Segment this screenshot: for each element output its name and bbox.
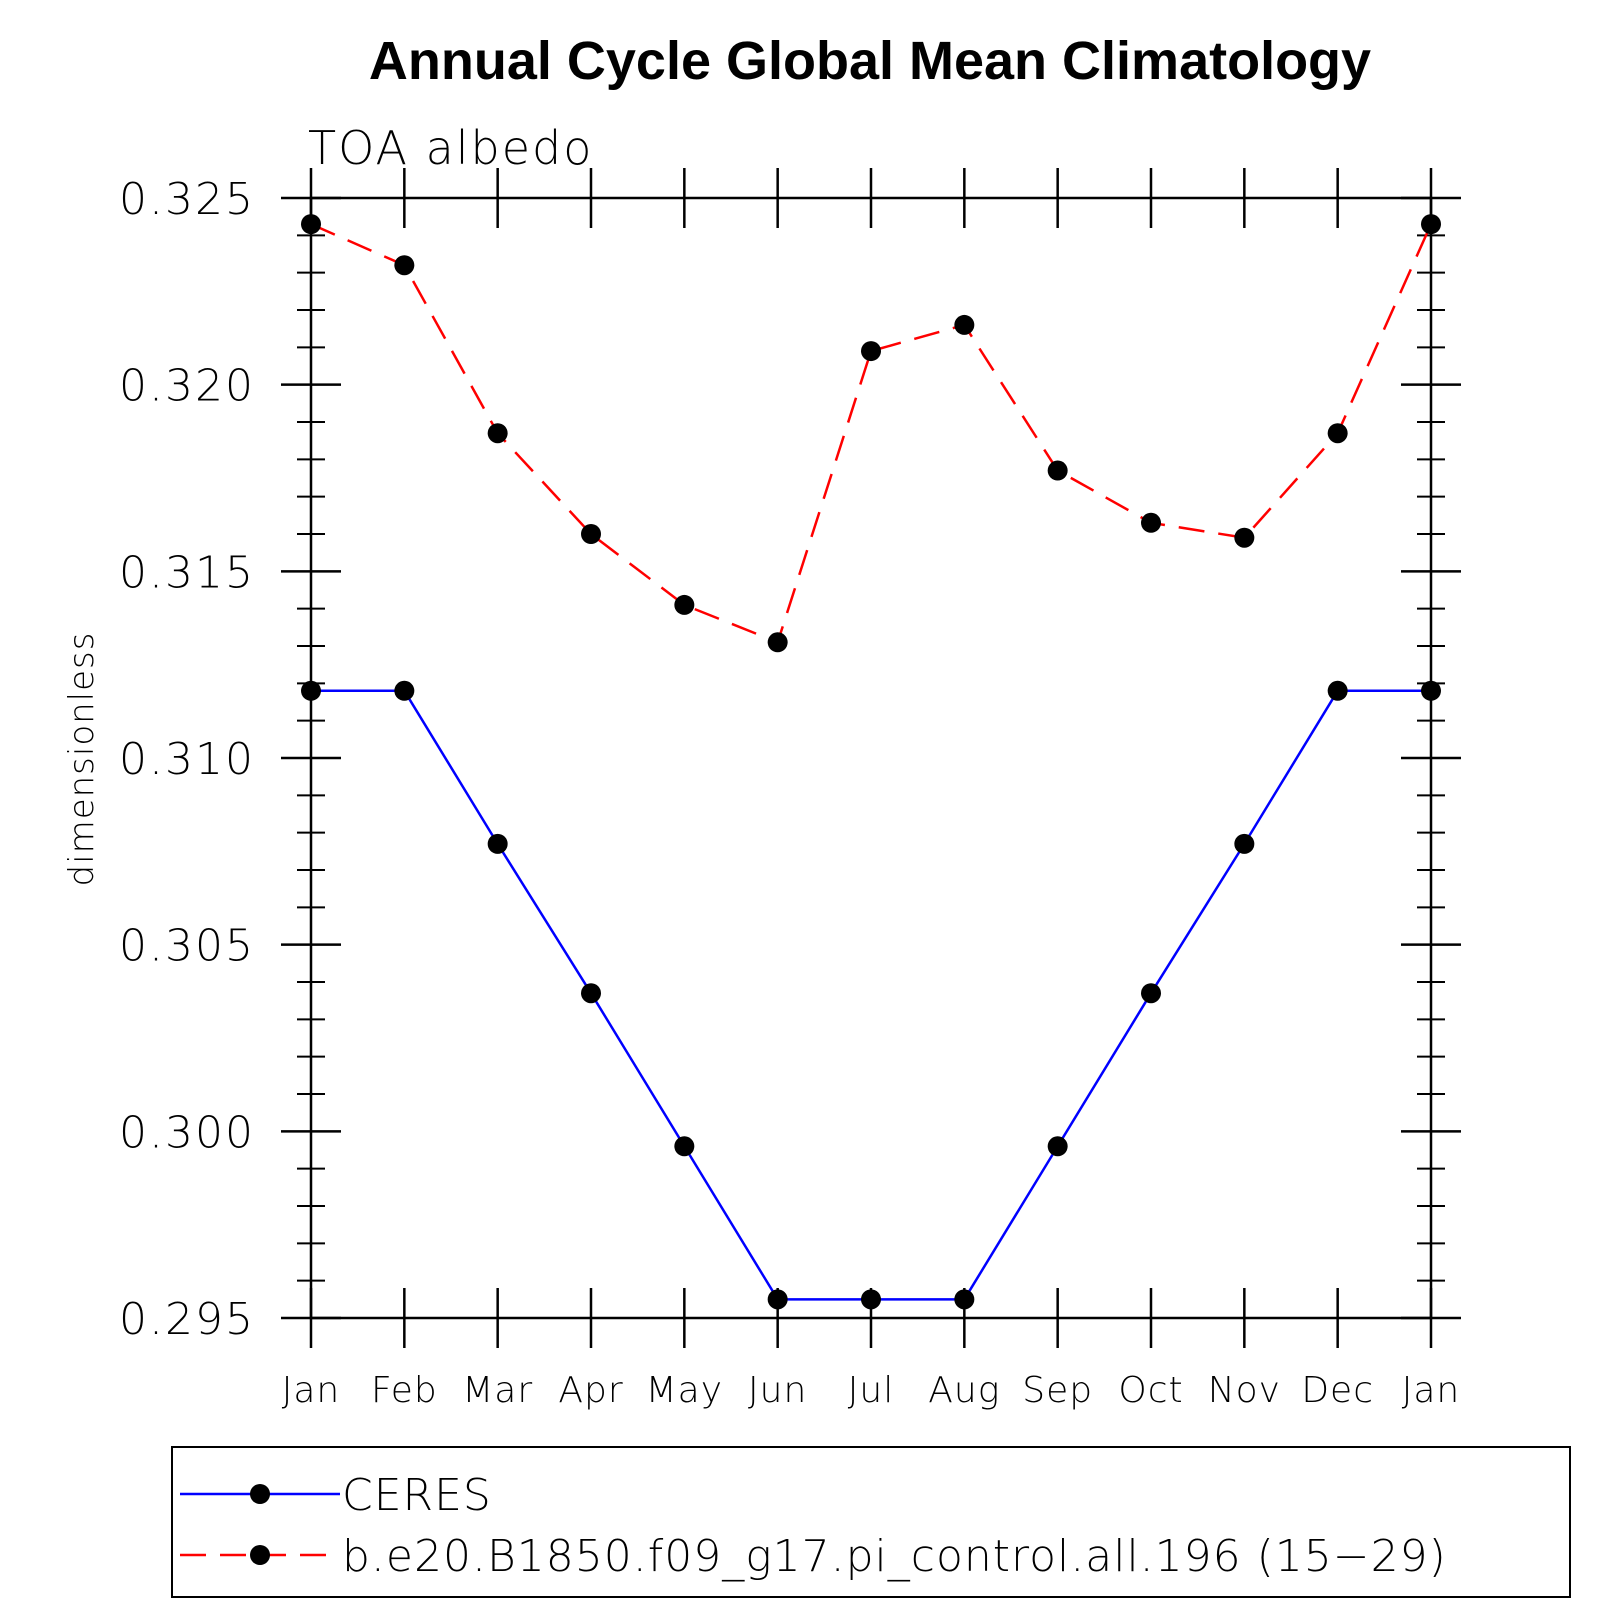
series-0-point — [861, 1289, 881, 1310]
legend-marker-1 — [250, 1545, 270, 1565]
series-0-point — [674, 1136, 695, 1157]
legend-marker-0 — [250, 1484, 270, 1504]
series-1-point — [581, 524, 601, 544]
x-tick-label: Dec — [1301, 1370, 1374, 1411]
x-tick-label: Nov — [1208, 1370, 1281, 1411]
x-tick-label: Jun — [748, 1370, 807, 1411]
series-layer — [301, 214, 1441, 1310]
x-tick-label: Mar — [462, 1370, 533, 1411]
legend-label-1: b.e20.B1850.f09_g17.pi_control.all.196 (… — [342, 1531, 1447, 1582]
y-tick-label: 0.305 — [119, 921, 255, 972]
x-tick-label: Jan — [282, 1370, 341, 1411]
series-0-point — [1141, 983, 1161, 1004]
series-1-point — [674, 594, 695, 615]
x-tick-labels: Jan Feb Mar Apr May Jun Jul Aug Sep Oct Nov Dec Jan — [282, 1370, 1461, 1411]
plot-frame — [309, 196, 1433, 1320]
y-tick-label: 0.295 — [119, 1294, 255, 1345]
x-tick-label: Feb — [371, 1370, 438, 1411]
legend-label-0: CERES — [342, 1470, 492, 1521]
series-1-point — [1421, 214, 1441, 235]
series-1-point — [767, 632, 788, 653]
y-tick-label: 0.310 — [119, 734, 255, 785]
series-0-point — [394, 680, 415, 701]
series-line-0 — [311, 689, 1431, 1301]
series-0-point — [1047, 1136, 1068, 1157]
x-tick-label: Sep — [1022, 1370, 1093, 1411]
series-0-point — [954, 1289, 975, 1310]
series-1-point — [487, 423, 508, 444]
x-tick-label: Aug — [928, 1370, 1000, 1411]
y-tick-label: 0.300 — [119, 1107, 255, 1158]
y-tick-label: 0.315 — [119, 547, 255, 598]
chart-title: Annual Cycle Global Mean Climatology — [369, 31, 1371, 91]
chart-subtitle: TOA albedo — [308, 121, 593, 175]
series-1-point — [861, 341, 881, 362]
series-0-point — [301, 680, 321, 701]
major-ticks — [281, 168, 1461, 1348]
series-1-point — [1234, 527, 1255, 548]
series-1-point — [1327, 423, 1348, 444]
y-tick-labels: 0.295 0.300 0.305 0.310 0.315 0.320 0.325 — [119, 174, 255, 1345]
minor-ticks — [297, 234, 1445, 1282]
series-line-1 — [310, 222, 1433, 644]
x-tick-label: Oct — [1118, 1370, 1183, 1411]
series-0-point — [1327, 680, 1348, 701]
series-1-point — [394, 255, 415, 276]
series-1-point — [301, 214, 321, 235]
legend: CERES b.e20.B1850.f09_g17.pi_control.all.… — [180, 1470, 1447, 1582]
series-0-point — [1421, 680, 1441, 701]
series-1-point — [954, 314, 975, 335]
x-tick-label: Jan — [1402, 1370, 1461, 1411]
series-0-point — [487, 833, 508, 854]
legend-box — [171, 1446, 1571, 1598]
series-0-point — [1234, 833, 1255, 854]
series-1-point — [1141, 512, 1161, 533]
y-axis-label: dimensionless — [62, 632, 102, 887]
series-0-point — [767, 1289, 788, 1310]
y-tick-label: 0.320 — [119, 361, 255, 412]
x-tick-label: May — [646, 1370, 723, 1411]
series-0-point — [581, 983, 601, 1004]
series-1-point — [1047, 460, 1068, 481]
y-tick-label: 0.325 — [119, 174, 255, 225]
x-tick-label: Jul — [848, 1370, 894, 1411]
x-tick-label: Apr — [558, 1370, 623, 1411]
